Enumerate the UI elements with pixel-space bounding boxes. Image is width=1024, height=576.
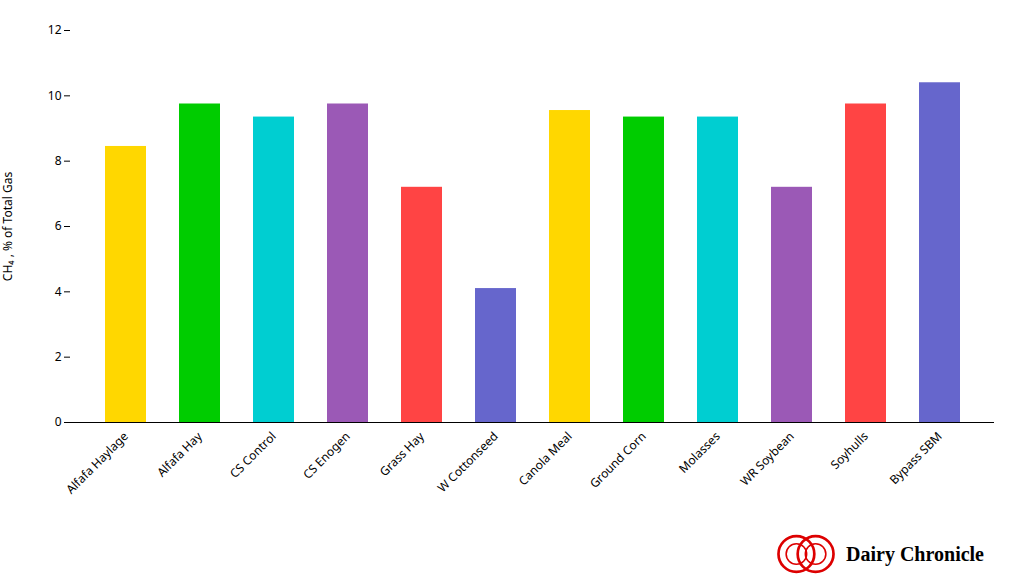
svg-text:Canola Meal: Canola Meal xyxy=(514,428,575,489)
svg-text:Alfafa Haylage: Alfafa Haylage xyxy=(62,428,132,498)
svg-text:10: 10 xyxy=(48,87,62,104)
svg-text:Grass Hay: Grass Hay xyxy=(376,427,429,480)
svg-text:Bypass SBM: Bypass SBM xyxy=(885,428,945,488)
svg-text:W Cottonseed: W Cottonseed xyxy=(434,428,502,496)
html-text:Dairy Chronicle: Dairy Chronicle xyxy=(846,542,984,565)
svg-text:0: 0 xyxy=(55,413,62,430)
svg-text:CS Enogen: CS Enogen xyxy=(299,428,354,483)
svg-text:Soyhulls: Soyhulls xyxy=(827,428,872,473)
svg-text:Ground Corn: Ground Corn xyxy=(586,428,650,492)
svg-text:12: 12 xyxy=(48,21,62,38)
svg-text:Alfafa Hay: Alfafa Hay xyxy=(153,427,206,480)
svg-text:CH₄ , % of Total Gas: CH₄ , % of Total Gas xyxy=(0,172,16,282)
svg-text:2: 2 xyxy=(55,348,62,365)
svg-text:WR Soybean: WR Soybean xyxy=(736,428,797,489)
svg-text:CS Control: CS Control xyxy=(226,428,280,482)
svg-text:8: 8 xyxy=(55,152,62,169)
svg-text:Molasses: Molasses xyxy=(675,428,724,477)
svg-text:6: 6 xyxy=(55,217,62,234)
svg-text:4: 4 xyxy=(55,283,62,300)
